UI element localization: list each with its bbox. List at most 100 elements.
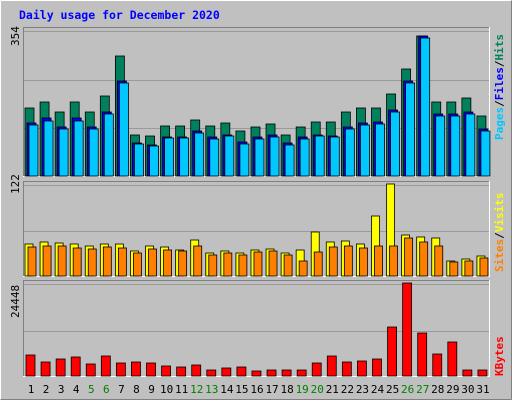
kbytes-bar [372, 358, 382, 377]
legend-entry: Hits [493, 34, 506, 61]
day-label: 9 [148, 383, 155, 396]
pages-bar [284, 144, 295, 177]
pages-bar [194, 132, 205, 177]
day-label: 15 [235, 383, 248, 396]
legend-text: Sites/Visits [493, 193, 506, 273]
pages-bar [73, 120, 84, 177]
pages-bar [224, 135, 235, 177]
day-label: 25 [386, 383, 399, 396]
day-label: 31 [476, 383, 489, 396]
pages-bar [435, 115, 446, 177]
day-label: 29 [446, 383, 459, 396]
legend-entry: KBytes [493, 336, 506, 376]
kbytes-bar [402, 282, 413, 377]
kbytes-bar [146, 362, 156, 377]
kbytes-bar [40, 361, 51, 377]
sites-bar [404, 237, 414, 277]
pages-bar [344, 128, 355, 177]
legend-entry: Visits [493, 193, 506, 233]
sites-bar [148, 248, 157, 277]
sites-bar [479, 257, 489, 277]
kbytes-bar [176, 366, 187, 377]
pages-bar [450, 115, 461, 177]
x-axis-day-labels: 1 2 3 4 5 6 7 8 9 10 11 12 13 14 15 16 17 18 19 20 21 22 23 24 2… [28, 383, 490, 396]
legend-text: Pages/Files/Hits [493, 34, 506, 140]
kbytes-bar [266, 369, 277, 377]
legend-entry: Sites [493, 239, 506, 272]
legend-visits-sites: Sites/Visits [493, 193, 506, 273]
sites-bar [163, 249, 172, 277]
pages-bar [360, 124, 370, 177]
kbytes-bar [25, 354, 36, 377]
sites-bar [208, 254, 218, 277]
ymax-label-middle: 122 [9, 174, 22, 194]
sites-bar [57, 245, 67, 277]
sites-bar [238, 254, 248, 277]
kbytes-bar [326, 355, 337, 377]
ymax-label-top: 354 [9, 26, 22, 46]
pages-bar [375, 123, 385, 177]
day-label: 20 [311, 383, 324, 396]
day-label: 14 [220, 383, 234, 396]
pages-bar [164, 137, 174, 177]
pages-bar [465, 113, 476, 177]
kbytes-bar [296, 369, 307, 377]
day-label: 27 [416, 383, 429, 396]
sites-bar [72, 247, 82, 277]
sites-bar [133, 252, 142, 277]
kbytes-bar [357, 360, 367, 377]
pages-bar [329, 136, 340, 177]
sites-bar [374, 245, 383, 277]
day-label: 19 [296, 383, 309, 396]
pages-bar [254, 138, 265, 177]
sites-bar [449, 261, 459, 277]
legend-kbytes: KBytes [493, 336, 506, 376]
day-label: 26 [401, 383, 414, 396]
kbytes-bar [462, 369, 473, 377]
day-label: 30 [461, 383, 474, 396]
legend-entry: Files [493, 67, 506, 100]
sites-bar [464, 260, 474, 277]
sites-bar [298, 260, 308, 277]
sites-bar [42, 245, 52, 277]
pages-bar [28, 124, 39, 177]
day-label: 2 [43, 383, 50, 396]
pages-bar [299, 138, 310, 177]
pages-bar [134, 143, 144, 177]
kbytes-bar [477, 369, 488, 377]
sites-bar [359, 247, 368, 277]
day-label: 11 [175, 383, 188, 396]
ymax-label-bottom: 24448 [9, 285, 22, 318]
pages-bar [149, 145, 159, 177]
day-label: 3 [58, 383, 65, 396]
sites-bar [178, 250, 188, 277]
sites-bar [283, 254, 293, 277]
day-label: 23 [356, 383, 369, 396]
day-label: 13 [205, 383, 218, 396]
kbytes-bar [85, 363, 96, 377]
sites-bar [434, 245, 444, 277]
pages-bar [239, 143, 250, 177]
day-label: 8 [133, 383, 140, 396]
day-label: 18 [281, 383, 294, 396]
pages-bar [179, 137, 190, 177]
kbytes-bar [281, 369, 292, 377]
chart-title: Daily usage for December 2020 [19, 8, 220, 22]
sites-bar [389, 245, 398, 277]
kbytes-bar [191, 364, 202, 377]
sites-bar [343, 245, 353, 277]
pages-bar [269, 136, 280, 177]
legend-hits-files-pages: Pages/Files/Hits [493, 34, 506, 140]
kbytes-bar [70, 356, 81, 377]
day-label: 6 [103, 383, 110, 396]
kbytes-bar [161, 365, 171, 377]
pages-bar [58, 128, 69, 177]
day-label: 22 [341, 383, 354, 396]
legend-entry: / [493, 60, 506, 67]
day-label: 5 [88, 383, 95, 396]
sites-bar [193, 245, 203, 277]
kbytes-bar [55, 358, 66, 377]
kbytes-bar [221, 367, 232, 377]
